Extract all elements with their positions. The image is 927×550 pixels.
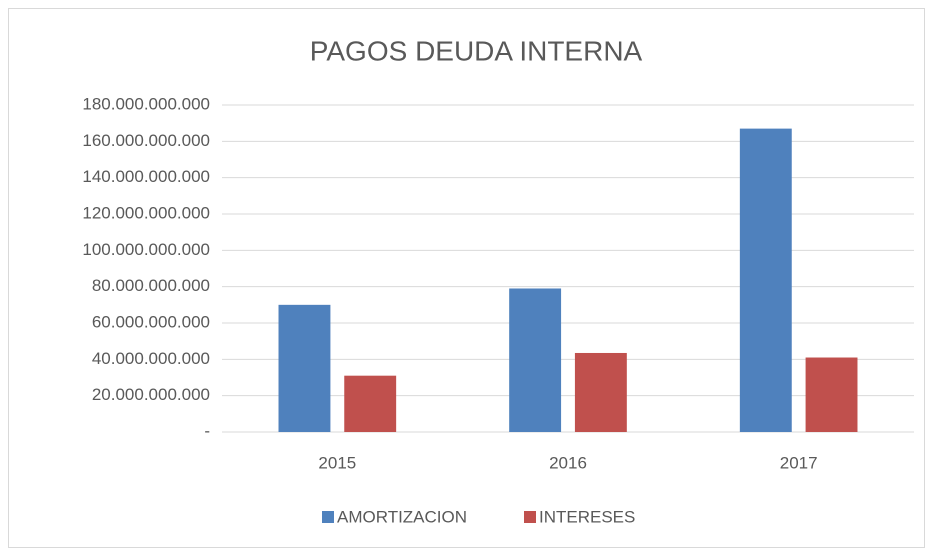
legend-label: INTERESES bbox=[539, 507, 635, 526]
y-tick-label: 20.000.000.000 bbox=[92, 385, 210, 404]
y-tick-label: 100.000.000.000 bbox=[82, 240, 210, 259]
bar bbox=[805, 357, 858, 432]
legend-label: AMORTIZACION bbox=[337, 507, 467, 526]
x-tick-label: 2017 bbox=[780, 453, 818, 472]
y-tick-label: 40.000.000.000 bbox=[92, 349, 210, 368]
bar bbox=[278, 304, 331, 432]
bar bbox=[574, 352, 627, 432]
x-tick-label: 2016 bbox=[549, 453, 587, 472]
legend-swatch bbox=[322, 511, 334, 523]
bar bbox=[739, 128, 792, 432]
y-tick-label: 60.000.000.000 bbox=[92, 312, 210, 331]
bar bbox=[344, 375, 397, 432]
legend-swatch bbox=[524, 511, 536, 523]
y-tick-label: 140.000.000.000 bbox=[82, 167, 210, 186]
y-tick-label: 160.000.000.000 bbox=[82, 131, 210, 150]
y-tick-label: 180.000.000.000 bbox=[82, 94, 210, 113]
y-tick-label: 120.000.000.000 bbox=[82, 203, 210, 222]
bar bbox=[509, 288, 562, 432]
y-tick-label: - bbox=[204, 421, 210, 440]
y-tick-label: 80.000.000.000 bbox=[92, 276, 210, 295]
chart-title: PAGOS DEUDA INTERNA bbox=[310, 35, 643, 66]
x-tick-label: 2015 bbox=[318, 453, 356, 472]
